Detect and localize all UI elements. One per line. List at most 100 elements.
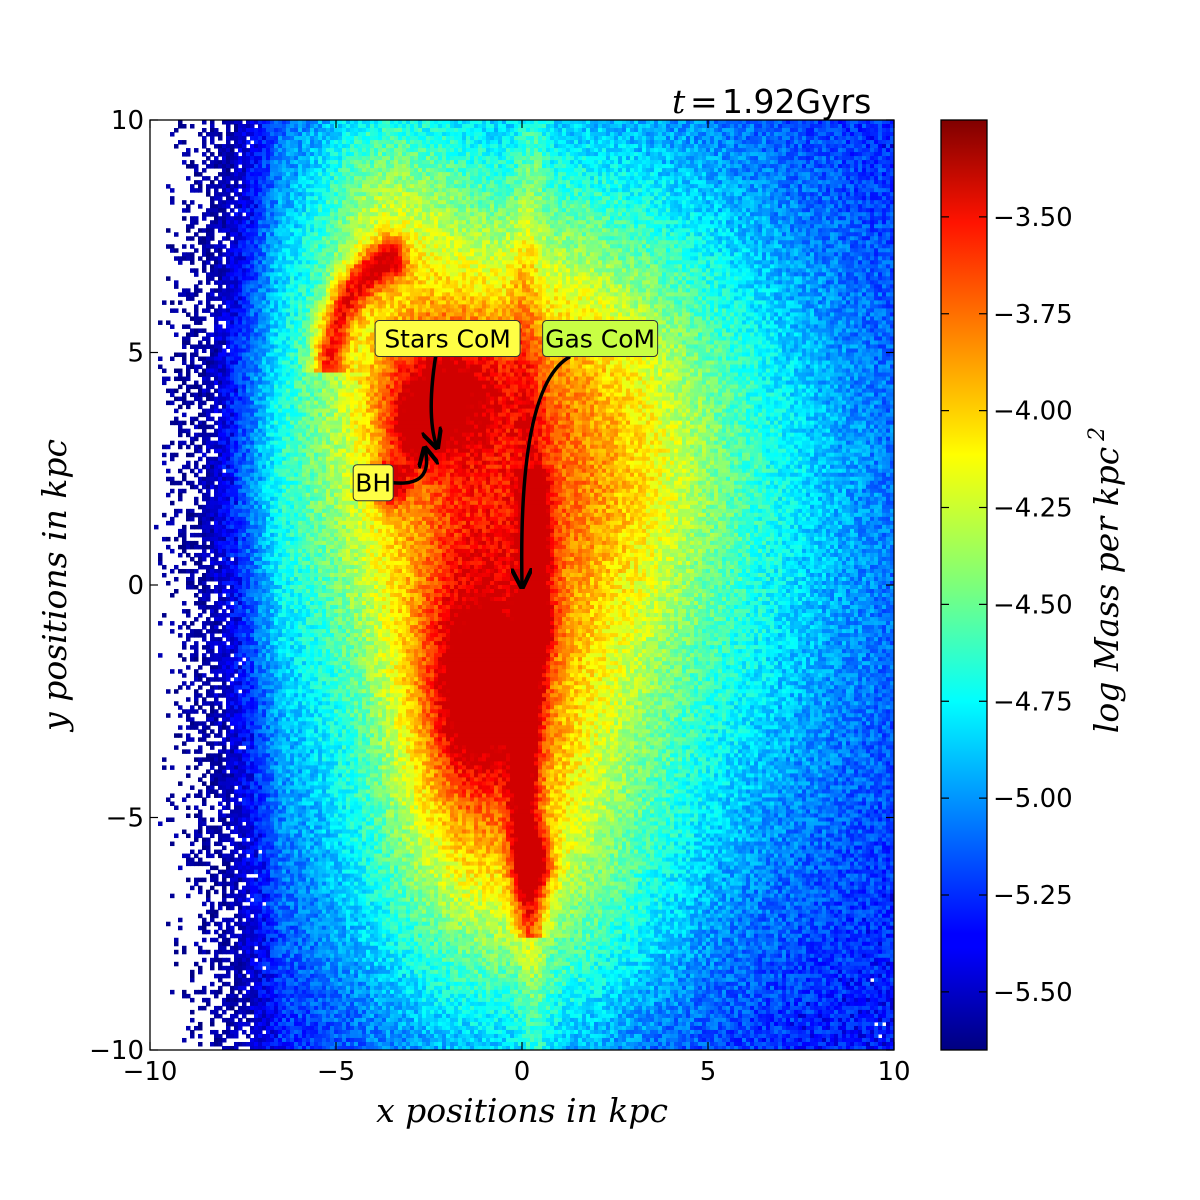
density-cell [630, 152, 635, 157]
density-cell [218, 152, 223, 157]
density-cell [358, 128, 363, 133]
density-cell [222, 156, 227, 161]
density-cell [382, 140, 387, 145]
density-cell [482, 192, 487, 197]
density-cell [422, 192, 427, 197]
density-cell [774, 180, 779, 185]
density-cell [474, 124, 479, 129]
density-cell [606, 148, 611, 153]
density-cell [470, 140, 475, 145]
density-cell [518, 152, 523, 157]
density-cell [418, 148, 423, 153]
density-cell [678, 136, 683, 141]
density-cell [822, 164, 827, 169]
density-cell [770, 164, 775, 169]
density-cell [478, 120, 483, 125]
density-cell [478, 148, 483, 153]
density-cell [402, 140, 407, 145]
density-cell [702, 176, 707, 181]
density-cell [514, 172, 519, 177]
density-cell [362, 160, 367, 165]
density-cell [542, 140, 547, 145]
density-cell [766, 148, 771, 153]
density-cell [506, 136, 511, 141]
density-cell [662, 152, 667, 157]
density-cell [510, 128, 515, 133]
density-cell [762, 128, 767, 133]
density-cell [602, 156, 607, 161]
density-cell [238, 120, 243, 125]
density-cell [566, 132, 571, 137]
density-cell [842, 124, 847, 129]
density-cell [442, 176, 447, 181]
density-cell [674, 124, 679, 129]
density-cell [634, 172, 639, 177]
density-cell [778, 168, 783, 173]
density-cell [802, 124, 807, 129]
density-cell [802, 128, 807, 133]
density-cell [726, 184, 731, 189]
density-cell [410, 164, 415, 169]
density-cell [258, 144, 263, 149]
density-cell [222, 152, 227, 157]
density-cell [474, 172, 479, 177]
density-cell [274, 148, 279, 153]
density-cell [482, 160, 487, 165]
density-cell [658, 140, 663, 145]
density-cell [566, 168, 571, 173]
density-cell [658, 152, 663, 157]
density-cell [374, 152, 379, 157]
density-cell [390, 152, 395, 157]
density-cell [778, 124, 783, 129]
density-cell [450, 192, 455, 197]
density-cell [214, 188, 219, 193]
density-cell [594, 140, 599, 145]
density-cell [618, 164, 623, 169]
density-cell [266, 148, 271, 153]
density-cell [678, 184, 683, 189]
density-cell [514, 168, 519, 173]
density-cell [378, 184, 383, 189]
density-cell [850, 188, 855, 193]
density-cell [586, 156, 591, 161]
density-cell [542, 180, 547, 185]
density-cell [754, 148, 759, 153]
density-cell [346, 184, 351, 189]
density-cell [734, 184, 739, 189]
density-cell [250, 172, 255, 177]
density-cell [642, 172, 647, 177]
density-cell [562, 136, 567, 141]
density-cell [730, 132, 735, 137]
density-cell [438, 128, 443, 133]
density-cell [678, 156, 683, 161]
density-cell [330, 192, 335, 197]
density-cell [830, 156, 835, 161]
density-cell [742, 172, 747, 177]
density-cell [226, 180, 231, 185]
density-cell [834, 160, 839, 165]
density-cell [370, 184, 375, 189]
density-cell [714, 184, 719, 189]
density-cell [426, 184, 431, 189]
density-cell [522, 136, 527, 141]
density-cell [638, 124, 643, 129]
density-cell [766, 156, 771, 161]
density-cell [874, 120, 879, 125]
density-cell [298, 168, 303, 173]
density-cell [434, 168, 439, 173]
density-cell [454, 176, 459, 181]
density-cell [818, 124, 823, 129]
density-cell [246, 184, 251, 189]
density-cell [710, 140, 715, 145]
density-cell [370, 188, 375, 193]
density-cell [802, 188, 807, 193]
density-cell [430, 188, 435, 193]
density-cell [410, 180, 415, 185]
density-cell [702, 184, 707, 189]
density-cell [654, 148, 659, 153]
density-cell [442, 180, 447, 185]
density-cell [282, 120, 287, 125]
density-cell [754, 184, 759, 189]
density-cell [302, 132, 307, 137]
density-cell [646, 184, 651, 189]
